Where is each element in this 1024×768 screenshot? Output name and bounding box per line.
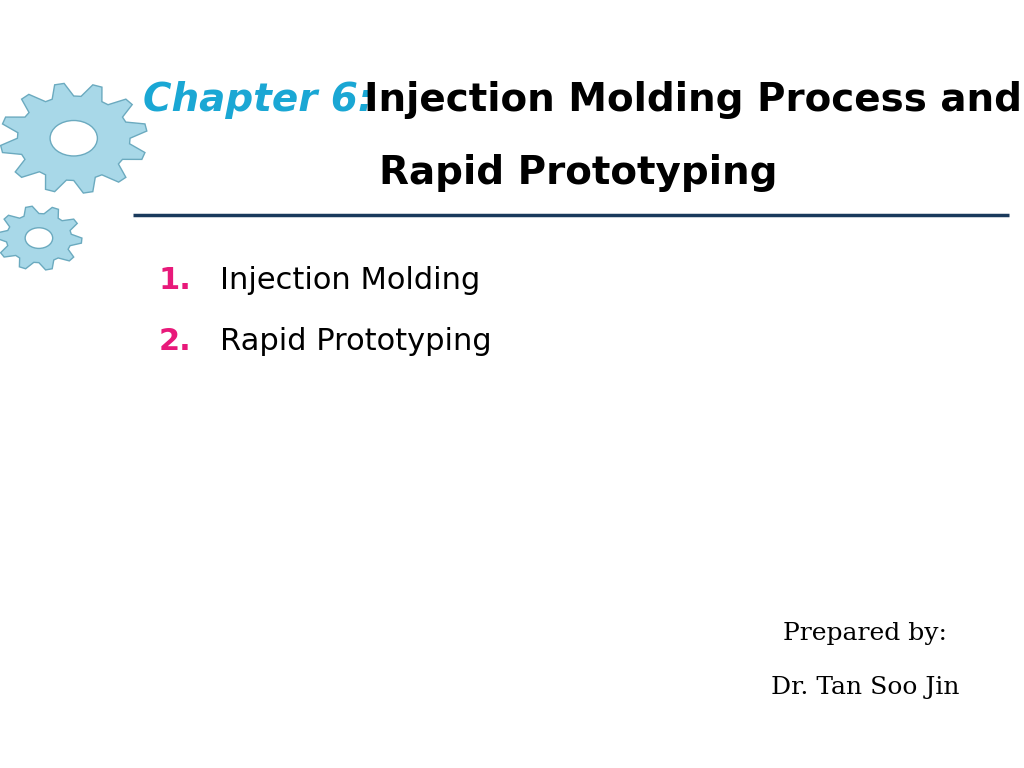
Text: Injection Molding: Injection Molding xyxy=(220,266,480,295)
Circle shape xyxy=(50,121,97,156)
Text: 1.: 1. xyxy=(159,266,191,295)
Text: Rapid Prototyping: Rapid Prototyping xyxy=(379,154,778,191)
Text: Chapter 6:: Chapter 6: xyxy=(143,81,374,118)
Text: 2.: 2. xyxy=(159,327,191,356)
Text: Injection Molding Process and: Injection Molding Process and xyxy=(364,81,1022,118)
Circle shape xyxy=(26,228,52,248)
Polygon shape xyxy=(1,84,146,193)
Text: Prepared by:: Prepared by: xyxy=(783,622,947,645)
Text: Dr. Tan Soo Jin: Dr. Tan Soo Jin xyxy=(771,676,959,699)
Text: Rapid Prototyping: Rapid Prototyping xyxy=(220,327,492,356)
Polygon shape xyxy=(0,207,82,270)
